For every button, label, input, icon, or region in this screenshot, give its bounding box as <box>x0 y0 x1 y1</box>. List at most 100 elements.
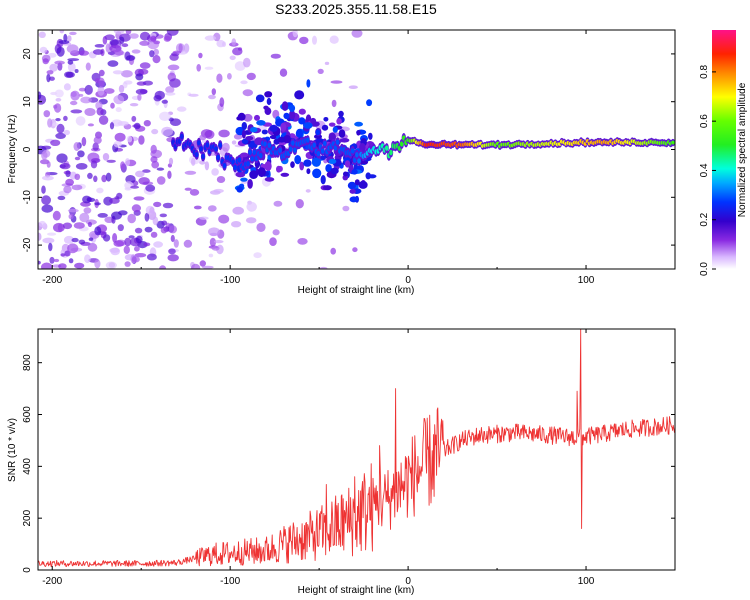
cluster-blob <box>264 107 272 115</box>
noise-blob <box>189 189 200 196</box>
noise-blob <box>211 245 220 251</box>
cluster-blob <box>269 124 278 132</box>
noise-blob <box>56 46 65 57</box>
ridge-core <box>259 152 263 159</box>
noise-blob <box>70 109 83 114</box>
noise-blob <box>133 196 145 201</box>
noise-blob <box>93 136 102 144</box>
noise-blob <box>85 62 91 71</box>
noise-blob <box>53 222 65 233</box>
noise-blob <box>46 161 51 168</box>
noise-blob <box>152 55 161 64</box>
cluster-blob <box>365 172 371 180</box>
noise-blob <box>87 123 94 127</box>
noise-blob <box>94 259 101 269</box>
noise-blob <box>113 141 122 148</box>
noise-blob <box>110 102 115 109</box>
x-tick-label: 100 <box>578 275 595 286</box>
noise-blob <box>92 49 104 55</box>
y-tick-label: 600 <box>22 406 33 423</box>
spectrogram-x-label: Height of straight line (km) <box>298 285 415 296</box>
cluster-blob <box>298 117 306 125</box>
noise-blob <box>46 70 54 75</box>
noise-blob <box>150 156 158 163</box>
y-tick-label: 0 <box>22 146 33 152</box>
noise-blob <box>70 100 78 106</box>
noise-blob <box>292 30 298 38</box>
cluster-blob <box>283 112 290 120</box>
noise-blob <box>47 232 57 236</box>
noise-blob <box>144 212 150 222</box>
noise-blob <box>112 233 118 243</box>
noise-blob <box>88 237 94 241</box>
noise-blob <box>79 212 90 223</box>
noise-blob <box>208 253 214 258</box>
noise-blob <box>165 86 175 94</box>
noise-blob <box>48 242 53 252</box>
noise-blob <box>207 205 217 212</box>
noise-blob <box>52 210 61 221</box>
noise-blob <box>199 134 207 141</box>
noise-blob <box>67 243 79 254</box>
noise-blob <box>41 204 54 213</box>
cluster-blob <box>294 90 305 100</box>
cluster-blob <box>368 132 373 140</box>
snr-y-label: SNR (10 * v/v) <box>7 418 18 482</box>
noise-blob <box>43 110 51 118</box>
noise-blob <box>196 64 201 72</box>
snr-x-label: Height of straight line (km) <box>298 585 415 596</box>
noise-blob <box>81 136 87 147</box>
noise-blob <box>253 252 262 259</box>
cluster-blob <box>256 120 266 126</box>
cluster-blob <box>366 99 373 107</box>
cluster-blob <box>264 91 273 98</box>
noise-blob <box>84 84 93 95</box>
cluster-blob <box>323 117 329 122</box>
noise-blob <box>135 170 145 178</box>
noise-blob <box>145 205 155 215</box>
noise-blob <box>137 93 142 101</box>
noise-blob <box>41 195 51 205</box>
noise-blob <box>270 53 281 59</box>
noise-blob <box>105 172 112 182</box>
noise-blob <box>49 76 55 81</box>
noise-blob <box>245 217 257 224</box>
noise-blob <box>96 107 104 116</box>
ridge-core <box>278 147 282 153</box>
noise-blob <box>159 265 167 269</box>
noise-blob <box>38 31 46 38</box>
cluster-blob <box>298 108 306 115</box>
ridge-core <box>199 146 203 152</box>
ridge-core <box>671 140 675 145</box>
noise-blob <box>114 49 124 56</box>
noise-blob <box>135 88 148 95</box>
noise-blob <box>168 225 177 234</box>
noise-blob <box>125 55 136 61</box>
noise-blob <box>142 169 151 173</box>
cluster-blob <box>289 110 296 120</box>
noise-blob <box>218 129 230 138</box>
cluster-blob <box>299 161 305 171</box>
cluster-blob <box>261 129 268 135</box>
noise-blob <box>112 70 123 75</box>
y-tick-label: 200 <box>22 509 33 526</box>
noise-blob <box>330 247 337 255</box>
noise-blob <box>78 239 86 245</box>
noise-blob <box>57 195 66 201</box>
ridge-core <box>214 146 218 152</box>
ridge-core <box>316 150 321 157</box>
noise-blob <box>87 242 98 252</box>
noise-blob <box>191 157 196 166</box>
noise-blob <box>74 262 85 269</box>
cluster-blob <box>306 79 311 88</box>
cluster-blob <box>338 129 346 138</box>
noise-blob <box>125 30 132 35</box>
cluster-blob <box>303 122 313 129</box>
noise-blob <box>94 44 105 48</box>
y-tick-label: 10 <box>22 96 33 108</box>
noise-blob <box>153 241 164 248</box>
cluster-blob <box>328 122 336 127</box>
noise-blob <box>297 238 308 245</box>
noise-blob <box>46 73 51 83</box>
cluster-blob <box>269 134 278 140</box>
